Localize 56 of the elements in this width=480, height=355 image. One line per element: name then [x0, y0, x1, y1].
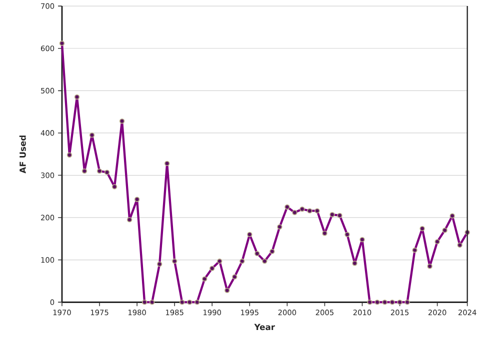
point	[126, 216, 132, 222]
point	[292, 210, 298, 215]
point	[412, 247, 418, 253]
point	[134, 196, 140, 202]
y-axis-title: AF Used	[19, 135, 26, 174]
point	[314, 208, 320, 214]
point	[307, 208, 312, 214]
point	[232, 274, 238, 280]
point	[404, 299, 410, 305]
point	[186, 299, 192, 305]
point	[82, 168, 88, 174]
point	[202, 276, 208, 282]
point	[179, 299, 185, 305]
point	[277, 224, 282, 230]
point	[194, 299, 200, 305]
point	[240, 258, 245, 264]
point	[352, 260, 358, 266]
point	[96, 168, 102, 174]
point	[374, 299, 380, 305]
point	[434, 238, 440, 244]
point	[210, 266, 215, 271]
point	[337, 212, 342, 218]
point	[89, 132, 95, 138]
point	[156, 261, 162, 267]
point	[74, 94, 80, 100]
point	[142, 299, 148, 305]
x-axis-title: Year	[254, 324, 276, 330]
point	[457, 242, 462, 248]
point	[224, 288, 230, 293]
point	[442, 228, 448, 233]
point	[217, 258, 222, 264]
point	[367, 299, 372, 305]
point	[360, 236, 365, 242]
point	[254, 250, 260, 256]
point	[420, 226, 425, 232]
point	[66, 152, 72, 158]
point	[149, 299, 155, 305]
point	[164, 160, 170, 166]
point	[450, 213, 455, 218]
point	[427, 263, 432, 269]
point	[322, 230, 328, 236]
point	[270, 248, 275, 254]
point	[300, 206, 305, 212]
point	[262, 258, 268, 264]
point	[59, 40, 65, 46]
point	[382, 299, 388, 305]
point	[284, 204, 290, 210]
point	[247, 232, 252, 237]
point	[344, 232, 350, 237]
point	[112, 184, 118, 190]
point	[397, 299, 402, 305]
point	[172, 258, 178, 264]
point	[119, 118, 125, 124]
point	[390, 299, 395, 305]
point	[104, 170, 110, 175]
point	[330, 212, 335, 218]
